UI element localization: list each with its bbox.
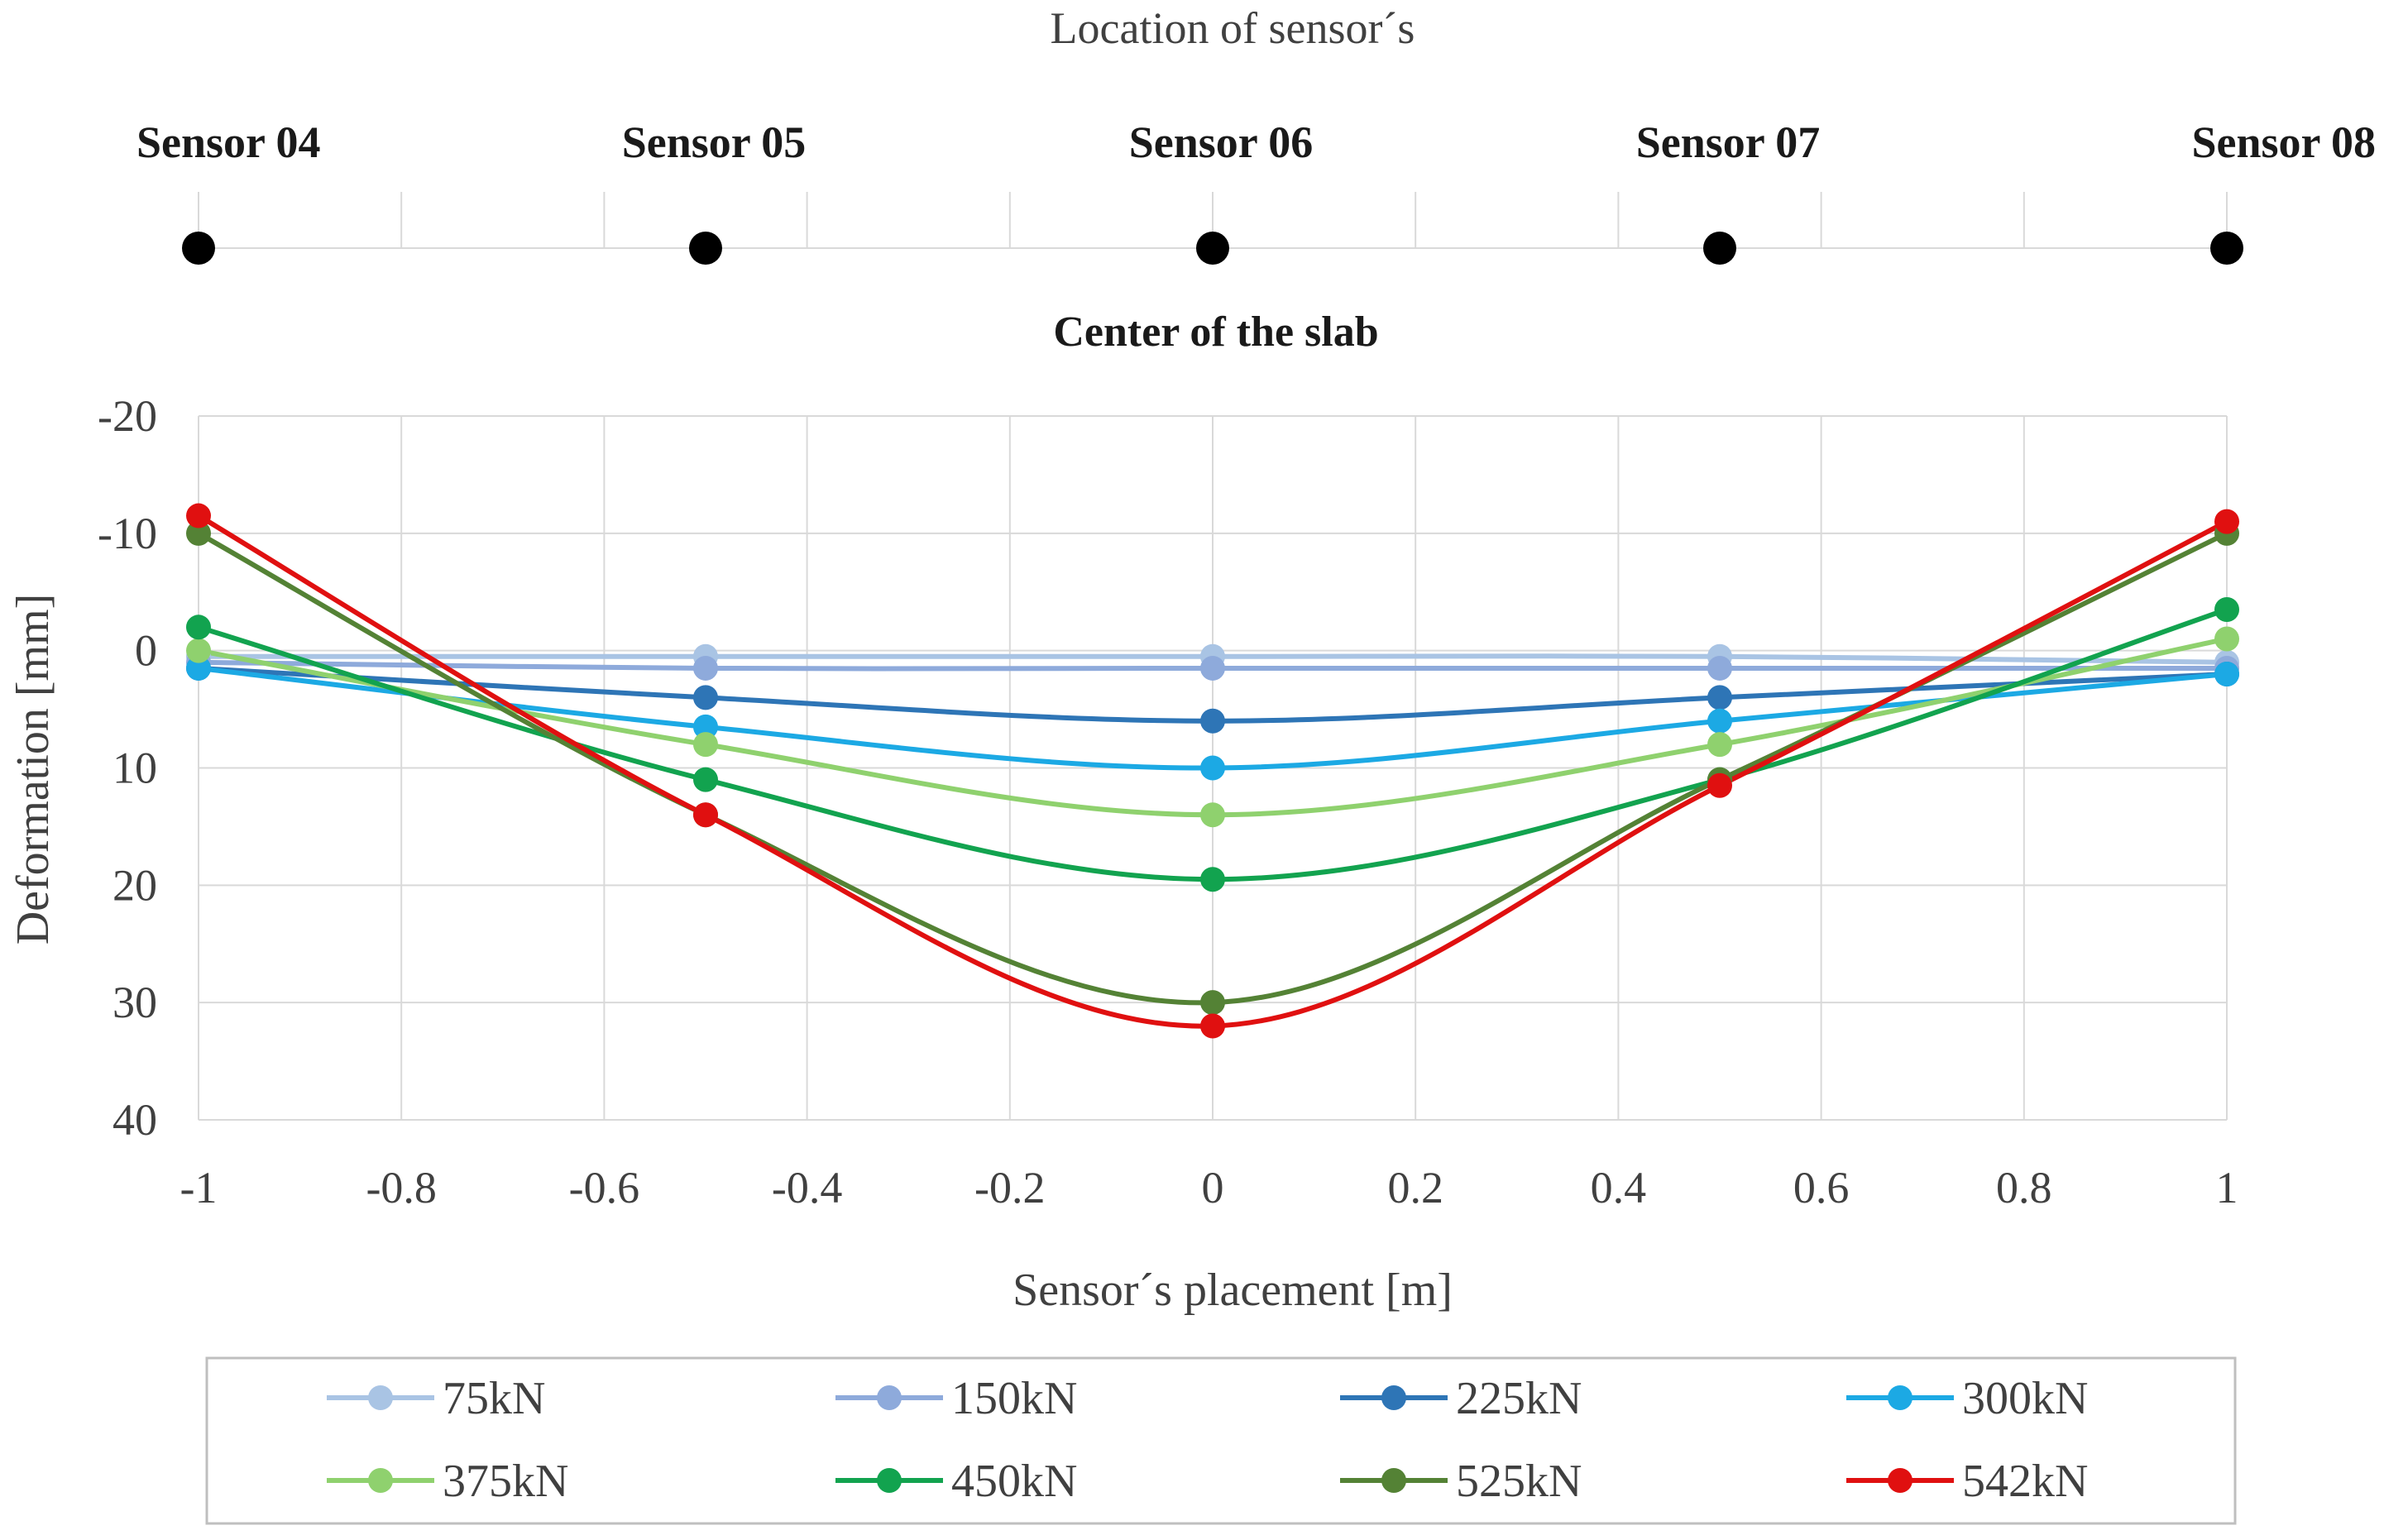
data-point-150kn [693, 655, 718, 681]
y-axis-label: Deformation [mm] [7, 594, 59, 945]
data-point-450kn [186, 615, 211, 640]
legend-label: 375kN [443, 1456, 568, 1507]
y-tick-label: 0 [135, 626, 157, 676]
y-tick-label: 10 [112, 744, 157, 793]
sensor-markers: Sensor 04 Sensor 05 Sensor 06 Sensor 07 Sens… [136, 117, 2376, 265]
data-point-542kn [1707, 772, 1732, 798]
legend-label: 542kN [1962, 1456, 2088, 1507]
data-point-300kn [693, 714, 718, 739]
data-point-300kn [186, 655, 211, 681]
legend-item-75kn: 75kN [327, 1373, 545, 1424]
y-tick-label: 30 [112, 978, 157, 1027]
legend-frame [205, 1356, 2237, 1525]
sensor-label-sensor-04: Sensor 04 [136, 117, 321, 167]
sensor-marker-sensor-04 [182, 232, 215, 265]
y-axis-tick-labels: -20 -10 0 10 20 30 40 [98, 391, 157, 1145]
legend-item-525kn: 525kN [1340, 1456, 1582, 1507]
x-tick-label: 0 [1202, 1163, 1224, 1212]
y-tick-label: -10 [98, 509, 157, 558]
y-tick-label: -20 [98, 391, 157, 441]
x-tick-label: -1 [180, 1163, 218, 1212]
legend-label: 525kN [1456, 1456, 1582, 1507]
legend-label: 225kN [1456, 1373, 1582, 1424]
sensor-strip-subtitle: Center of the slab [1053, 308, 1378, 356]
legend-label: 450kN [951, 1456, 1077, 1507]
data-point-542kn [2214, 509, 2239, 534]
data-point-150kn [1200, 655, 1225, 681]
x-tick-label: 0.4 [1591, 1163, 1647, 1212]
legend-swatch-marker [368, 1468, 393, 1493]
data-point-525kn [186, 520, 211, 546]
legend-swatch-marker [1381, 1468, 1406, 1493]
data-point-300kn [1200, 755, 1225, 781]
sensor-strip-title: Location of sensor´s [1051, 3, 1415, 53]
x-tick-label: -0.2 [974, 1163, 1045, 1212]
data-point-375kn [2214, 626, 2239, 652]
sensor-marker-sensor-05 [689, 232, 722, 265]
legend-swatch-marker [877, 1468, 902, 1493]
legend-label: 150kN [951, 1373, 1077, 1424]
data-point-375kn [1707, 732, 1732, 758]
legend-label: 300kN [1962, 1373, 2088, 1424]
data-point-225kn [1200, 708, 1225, 734]
y-tick-label: 20 [112, 860, 157, 910]
sensor-label-sensor-07: Sensor 07 [1636, 117, 1821, 167]
legend-item-300kn: 300kN [1846, 1373, 2088, 1424]
legend-item-150kn: 150kN [835, 1373, 1077, 1424]
legend-swatch-marker [1888, 1385, 1912, 1410]
legend-item-375kn: 375kN [327, 1456, 568, 1507]
chart: -1 -0.8 -0.6 -0.4 -0.2 0 0.2 0.4 0.6 0.8 1 -20 -10 0… [7, 391, 2239, 1316]
legend-swatch-marker [1381, 1385, 1406, 1410]
legend: 75kN 150kN 225kN 300kN 375kN 450kN 525kN 542kN [205, 1356, 2237, 1525]
sensor-marker-sensor-07 [1703, 232, 1736, 265]
x-tick-label: 0.8 [1996, 1163, 2052, 1212]
legend-swatch-marker [877, 1385, 902, 1410]
sensor-strip-ticks [198, 192, 2228, 248]
x-tick-label: 1 [2216, 1163, 2238, 1212]
legend-label: 75kN [443, 1373, 545, 1424]
legend-item-542kn: 542kN [1846, 1456, 2088, 1507]
data-point-375kn [186, 638, 211, 663]
data-point-450kn [693, 767, 718, 792]
sensor-label-sensor-05: Sensor 05 [622, 117, 807, 167]
data-point-225kn [1707, 685, 1732, 710]
x-axis-label: Sensor´s placement [m] [1012, 1265, 1453, 1316]
x-axis-tick-labels: -1 -0.8 -0.6 -0.4 -0.2 0 0.2 0.4 0.6 0.8 1 [180, 1163, 2238, 1212]
data-point-150kn [1707, 655, 1732, 681]
data-point-300kn [1707, 708, 1732, 734]
sensor-label-sensor-08: Sensor 08 [2191, 117, 2376, 167]
x-tick-label: -0.8 [366, 1163, 436, 1212]
sensor-marker-sensor-06 [1196, 232, 1229, 265]
x-tick-label: 0.2 [1387, 1163, 1443, 1212]
x-tick-label: 0.6 [1793, 1163, 1850, 1212]
legend-item-450kn: 450kN [835, 1456, 1077, 1507]
legend-item-225kn: 225kN [1340, 1373, 1582, 1424]
data-point-542kn [186, 503, 211, 528]
sensor-label-sensor-06: Sensor 06 [1129, 117, 1314, 167]
x-tick-label: -0.4 [772, 1163, 842, 1212]
y-tick-label: 40 [112, 1095, 157, 1145]
data-point-450kn [2214, 597, 2239, 623]
data-point-450kn [1200, 867, 1225, 892]
data-point-300kn [2214, 662, 2239, 687]
legend-items: 75kN 150kN 225kN 300kN 375kN 450kN 525kN 542kN [327, 1373, 2088, 1507]
sensor-strip: Location of sensor´s Sensor 04 Sensor 05 S… [136, 3, 2376, 356]
data-point-525kn [1200, 990, 1225, 1016]
data-point-375kn [1200, 802, 1225, 828]
data-point-542kn [1200, 1013, 1225, 1039]
legend-swatch-marker [368, 1385, 393, 1410]
x-tick-label: -0.6 [569, 1163, 639, 1212]
series-points [186, 503, 2239, 1039]
sensor-marker-sensor-08 [2210, 232, 2243, 265]
data-point-375kn [693, 732, 718, 758]
data-point-225kn [693, 685, 718, 710]
legend-swatch-marker [1888, 1468, 1912, 1493]
data-point-542kn [693, 802, 718, 828]
